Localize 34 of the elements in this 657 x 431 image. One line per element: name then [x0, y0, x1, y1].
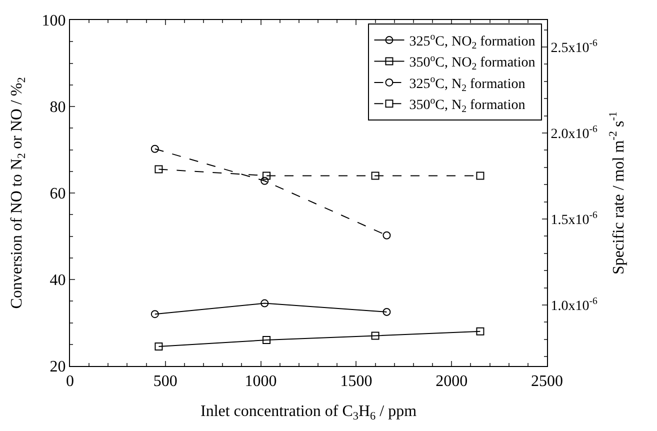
point [154, 342, 163, 351]
point [150, 144, 159, 153]
point [260, 176, 269, 185]
y-tick-label: 100 [42, 12, 66, 30]
legend-label: 350$^{o}$C, N$_{2}$ formation [409, 95, 526, 116]
y-tick-label: 60 [50, 186, 66, 203]
point [371, 172, 380, 180]
x-tick-label: 2500 [531, 373, 563, 390]
x-axis-title: Inlet concentration of C$_{3}$H$_{6}$ / ppm [200, 402, 418, 422]
y2-tick-label: 2.0x10$^{-6}$ [550, 124, 598, 142]
point [382, 231, 391, 240]
point [382, 308, 391, 316]
point [154, 165, 163, 174]
legend-label: 325$^{o}$C, N$_{2}$ formation [409, 74, 526, 94]
point [476, 172, 484, 180]
point [262, 336, 271, 344]
y2-tick-label: 1.0x10$^{-6}$ [550, 296, 598, 314]
x-tick-label: 1000 [244, 373, 277, 390]
x-tick-label: 2000 [436, 373, 468, 390]
point [262, 172, 271, 180]
y2-tick-label: 1.5x10$^{-6}$ [550, 210, 598, 228]
x-tick-label: 0 [66, 373, 74, 390]
point [476, 327, 484, 336]
legend-label: 350$^{o}$C, NO$_{2}$ formation [409, 52, 536, 73]
x-tick-label: 1500 [340, 373, 372, 390]
point [260, 299, 269, 308]
y-tick-label: 20 [50, 358, 66, 376]
y-tick-label: 80 [50, 99, 66, 116]
x-tick-label: 500 [153, 373, 178, 390]
y2-tick-label: 2.5x10$^{-6}$ [550, 38, 598, 56]
y-tick-label: 40 [50, 272, 66, 290]
point [150, 310, 159, 318]
point [371, 332, 380, 340]
legend-label: 325$^{o}$C, NO$_{2}$ formation [409, 32, 536, 52]
